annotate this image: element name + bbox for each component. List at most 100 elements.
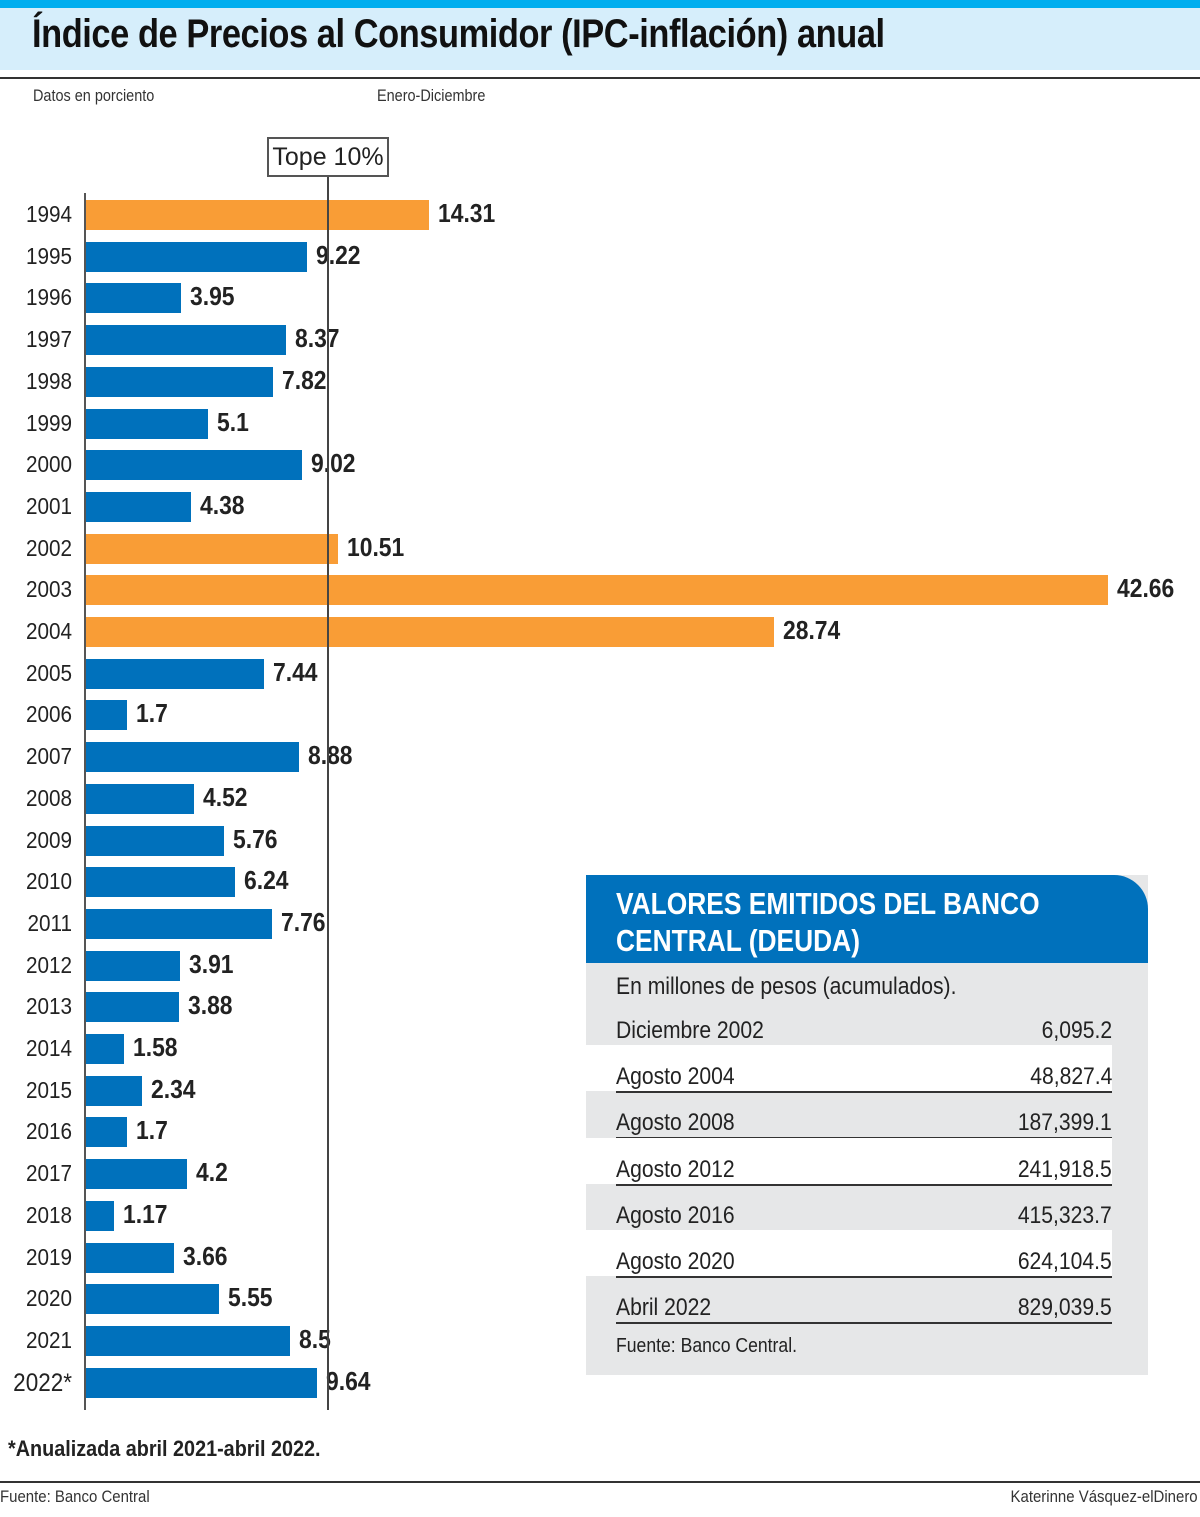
panel-row: Agosto 2020 624,104.5 — [586, 1230, 1112, 1278]
y-tick-label: 2002 — [25, 534, 72, 561]
row-label: Agosto 2016 — [616, 1201, 735, 1229]
panel-row: Agosto 2004 48,827.4 — [586, 1045, 1112, 1094]
data-label: 1.58 — [132, 1032, 178, 1062]
data-label: 8.88 — [307, 740, 353, 771]
y-tick-label: 2000 — [25, 451, 72, 478]
bar — [86, 867, 236, 898]
bar — [86, 491, 191, 522]
data-label: 9.02 — [311, 448, 356, 479]
data-label: 9.22 — [315, 239, 361, 270]
y-tick-label: 2014 — [25, 1035, 72, 1061]
row-underline — [616, 1183, 1112, 1186]
data-label: 1.7 — [135, 698, 168, 729]
data-label: 3.66 — [182, 1240, 228, 1271]
debt-panel: VALORES EMITIDOS DEL BANCO CENTRAL (DEUD… — [586, 875, 1148, 1375]
y-tick-label: 1997 — [25, 326, 72, 353]
row-value: 48,827.4 — [1029, 1063, 1112, 1091]
data-label: 2.34 — [151, 1073, 196, 1104]
row-value: 6,095.2 — [1041, 1017, 1112, 1044]
y-tick-label: 2022* — [13, 1368, 72, 1397]
subtitle-units: Datos en porciento — [33, 86, 155, 105]
panel-title: VALORES EMITIDOS DEL BANCO CENTRAL (DEUD… — [616, 885, 1040, 959]
bar — [86, 1242, 174, 1273]
bar — [86, 1034, 124, 1064]
y-tick-label: 2006 — [25, 701, 72, 728]
bar — [86, 1325, 290, 1356]
data-label: 7.76 — [280, 906, 326, 937]
y-tick-label: 2019 — [25, 1243, 72, 1270]
y-tick-label: 2011 — [27, 909, 73, 936]
panel-row: Agosto 2012 241,918.5 — [586, 1137, 1112, 1186]
data-label: 28.74 — [783, 615, 841, 645]
divider — [0, 77, 1200, 79]
y-tick-label: 2007 — [25, 743, 72, 770]
bar — [86, 241, 307, 272]
bar — [86, 408, 209, 439]
y-tick-label: 2018 — [25, 1201, 72, 1228]
bar — [86, 1159, 187, 1190]
data-label: 5.76 — [232, 823, 278, 854]
footnote: *Anualizada abril 2021-abril 2022. — [8, 1436, 321, 1461]
panel-row: Agosto 2016 415,323.7 — [586, 1184, 1112, 1232]
y-tick-label: 2009 — [25, 826, 72, 853]
y-tick-label: 2017 — [25, 1160, 72, 1187]
panel-title-line2: CENTRAL (DEUDA) — [616, 923, 860, 958]
bar — [86, 450, 303, 481]
bar — [86, 992, 179, 1023]
row-underline — [616, 1322, 1112, 1325]
y-tick-label: 2008 — [25, 784, 72, 811]
row-label: Agosto 2008 — [616, 1109, 735, 1137]
bar — [86, 575, 1108, 606]
panel-row: Abril 2022 829,039.5 — [586, 1276, 1112, 1325]
bar — [86, 283, 181, 314]
y-tick-label: 2016 — [25, 1118, 72, 1145]
y-tick-label: 2012 — [25, 951, 72, 978]
bar — [86, 1367, 317, 1398]
data-label: 7.44 — [273, 656, 318, 687]
bar — [86, 366, 274, 397]
row-label: Diciembre 2002 — [616, 1017, 764, 1044]
row-value: 829,039.5 — [1018, 1294, 1112, 1322]
row-value: 624,104.5 — [1018, 1248, 1112, 1275]
y-tick-label: 2013 — [25, 993, 72, 1020]
data-label: 4.38 — [199, 489, 245, 520]
bar — [86, 617, 775, 647]
author: Katerinne Vásquez-elDinero — [1010, 1487, 1198, 1506]
row-value: 187,399.1 — [1018, 1109, 1112, 1137]
bar — [86, 908, 272, 939]
reference-line — [327, 176, 329, 1410]
reference-label: Tope 10% — [267, 137, 389, 177]
data-label: 8.5 — [298, 1323, 331, 1354]
panel-unit: En millones de pesos (acumulados). — [616, 973, 957, 1000]
y-tick-label: 1996 — [25, 284, 72, 311]
y-tick-label: 1999 — [25, 409, 72, 436]
y-tick-label: 2021 — [25, 1326, 72, 1353]
data-label: 42.66 — [1116, 573, 1174, 604]
row-underline — [616, 1091, 1112, 1094]
data-label: 4.2 — [195, 1157, 228, 1188]
data-label: 7.82 — [282, 364, 327, 395]
row-value: 241,918.5 — [1018, 1155, 1112, 1183]
y-tick-label: 2004 — [25, 618, 72, 644]
bar — [86, 783, 195, 814]
y-tick-label: 2001 — [25, 492, 72, 519]
title-band — [0, 8, 1200, 70]
data-label: 1.17 — [123, 1198, 168, 1229]
y-tick-label: 2015 — [25, 1076, 72, 1103]
bar — [86, 1284, 219, 1315]
y-tick-label: 1995 — [25, 242, 72, 269]
bar — [86, 950, 180, 981]
subtitle-period: Enero-Diciembre — [377, 86, 486, 105]
bar — [86, 700, 127, 731]
data-label: 5.55 — [227, 1282, 273, 1313]
bar — [86, 825, 224, 856]
data-label: 10.51 — [346, 531, 404, 562]
bar — [86, 325, 287, 356]
top-accent-bar — [0, 0, 1200, 8]
panel-title-line1: VALORES EMITIDOS DEL BANCO — [616, 886, 1040, 921]
y-tick-label: 1994 — [25, 201, 72, 227]
bar — [86, 1075, 143, 1106]
y-tick-label: 2003 — [25, 576, 72, 603]
chart-title: Índice de Precios al Consumidor (IPC-inf… — [32, 12, 885, 56]
panel-header: VALORES EMITIDOS DEL BANCO CENTRAL (DEUD… — [586, 875, 1148, 963]
